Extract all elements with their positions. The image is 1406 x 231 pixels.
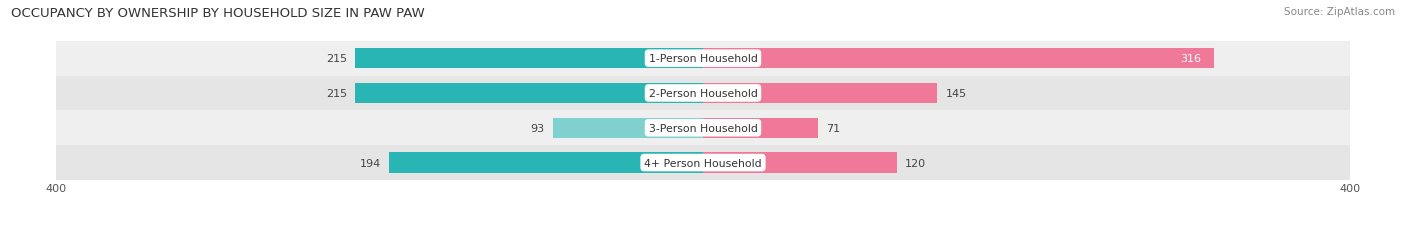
Text: 316: 316 (1180, 54, 1201, 64)
Bar (356, 49, 703, 69)
Text: 4+ Person Household: 4+ Person Household (644, 158, 762, 168)
Text: 194: 194 (360, 158, 381, 168)
Bar (56, 42, 1350, 76)
Text: 120: 120 (905, 158, 927, 168)
Bar (703, 84, 938, 104)
Text: 215: 215 (326, 88, 347, 99)
Bar (553, 118, 703, 138)
Text: 1-Person Household: 1-Person Household (648, 54, 758, 64)
Text: 145: 145 (945, 88, 967, 99)
Bar (703, 118, 818, 138)
Bar (56, 111, 1350, 146)
Text: 71: 71 (825, 123, 839, 133)
Bar (356, 84, 703, 104)
Text: Source: ZipAtlas.com: Source: ZipAtlas.com (1284, 7, 1395, 17)
Bar (389, 153, 703, 173)
Bar (703, 49, 1213, 69)
Bar (56, 146, 1350, 180)
Bar (56, 76, 1350, 111)
Text: 93: 93 (530, 123, 544, 133)
Text: 3-Person Household: 3-Person Household (648, 123, 758, 133)
Text: 215: 215 (326, 54, 347, 64)
Bar (703, 153, 897, 173)
Text: OCCUPANCY BY OWNERSHIP BY HOUSEHOLD SIZE IN PAW PAW: OCCUPANCY BY OWNERSHIP BY HOUSEHOLD SIZE… (11, 7, 425, 20)
Text: 2-Person Household: 2-Person Household (648, 88, 758, 99)
